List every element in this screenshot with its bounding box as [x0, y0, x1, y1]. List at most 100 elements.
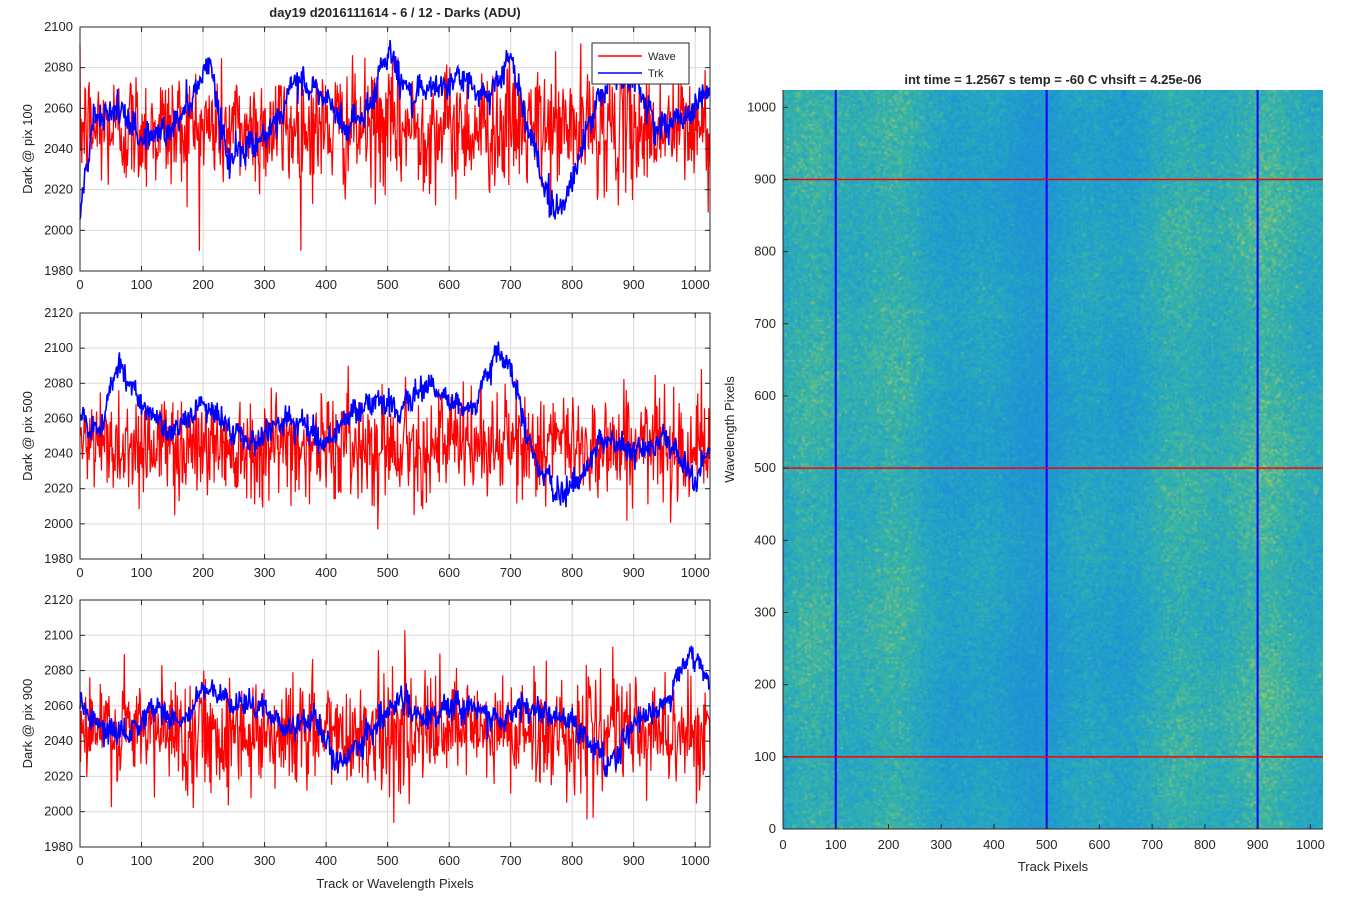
- x-tick-label: 1000: [681, 853, 710, 868]
- y-tick-label: 2000: [44, 222, 73, 237]
- x-tick-label: 700: [1141, 837, 1163, 852]
- y-tick-label: 1980: [44, 839, 73, 854]
- x-tick-label: 400: [315, 853, 337, 868]
- x-tick-label: 600: [438, 853, 460, 868]
- x-tick-label: 900: [1247, 837, 1269, 852]
- x-tick-label: 200: [192, 853, 214, 868]
- y-tick-label: 2060: [44, 410, 73, 425]
- x-tick-label: 900: [623, 853, 645, 868]
- figure-title: day19 d2016111614 - 6 / 12 - Darks (ADU): [269, 5, 520, 20]
- y-tick-label: 2080: [44, 663, 73, 678]
- y-axis-label: Dark @ pix 100: [20, 104, 35, 194]
- dark-image-heatmap: 0 100 200 300 400 500 600 700 800 900 1000 0 100 200 3…: [722, 72, 1325, 874]
- y-tick-label: 2060: [44, 100, 73, 115]
- y-tick-label: 600: [754, 388, 776, 403]
- x-tick-label: 500: [377, 277, 399, 292]
- y-tick-label: 2020: [44, 182, 73, 197]
- y-tick-label: 2080: [44, 375, 73, 390]
- x-tick-label: 700: [500, 277, 522, 292]
- x-tick-label: 0: [76, 277, 83, 292]
- x-tick-label: 500: [377, 853, 399, 868]
- x-tick-label: 500: [377, 565, 399, 580]
- y-tick-label: 1000: [747, 99, 776, 114]
- x-tick-label: 300: [930, 837, 952, 852]
- y-tick-label: 0: [769, 821, 776, 836]
- y-tick-label: 2000: [44, 516, 73, 531]
- y-axis-label: Dark @ pix 900: [20, 679, 35, 769]
- x-tick-label: 300: [254, 277, 276, 292]
- y-tick-label: 2120: [44, 592, 73, 607]
- x-tick-label: 100: [131, 277, 153, 292]
- series-line-trk: [79, 39, 711, 220]
- y-tick-label: 200: [754, 677, 776, 692]
- x-tick-label: 100: [131, 853, 153, 868]
- y-tick-label: 2060: [44, 698, 73, 713]
- x-tick-label: 1000: [681, 565, 710, 580]
- x-axis-label: Track Pixels: [1018, 859, 1089, 874]
- y-tick-label: 2000: [44, 804, 73, 819]
- x-tick-label: 300: [254, 853, 276, 868]
- y-tick-label: 400: [754, 532, 776, 547]
- x-tick-label: 1000: [1296, 837, 1325, 852]
- x-tick-label: 600: [438, 277, 460, 292]
- y-tick-label: 2120: [44, 305, 73, 320]
- y-tick-label: 900: [754, 171, 776, 186]
- x-tick-label: 600: [1089, 837, 1111, 852]
- x-tick-label: 200: [192, 277, 214, 292]
- x-tick-label: 600: [438, 565, 460, 580]
- x-tick-label: 100: [825, 837, 847, 852]
- plot-area: [80, 313, 710, 559]
- x-tick-label: 200: [878, 837, 900, 852]
- y-tick-label: 2100: [44, 19, 73, 34]
- y-tick-label: 2020: [44, 481, 73, 496]
- y-axis-label: Wavelength Pixels: [722, 376, 737, 483]
- axes-frame: [79, 599, 711, 848]
- x-tick-label: 100: [131, 565, 153, 580]
- y-tick-label: 100: [754, 749, 776, 764]
- y-tick-label: 2040: [44, 446, 73, 461]
- y-tick-label: 700: [754, 316, 776, 331]
- y-tick-label: 2100: [44, 340, 73, 355]
- x-tick-label: 700: [500, 565, 522, 580]
- y-tick-label: 300: [754, 604, 776, 619]
- y-tick-label: 2040: [44, 141, 73, 156]
- y-tick-label: 800: [754, 244, 776, 259]
- heatmap-title: int time = 1.2567 s temp = -60 C vhsift …: [904, 72, 1201, 87]
- heatmap-image: [783, 90, 1323, 829]
- legend-label-trk: Trk: [648, 68, 664, 80]
- x-tick-label: 0: [779, 837, 786, 852]
- dark-pix-900-plot: 0 100 200 300 400 500 600 700 800 900 1000 1980 2000…: [20, 592, 711, 891]
- legend-box: [591, 42, 690, 85]
- y-tick-label: 1980: [44, 263, 73, 278]
- y-tick-label: 2040: [44, 733, 73, 748]
- y-tick-label: 1980: [44, 551, 73, 566]
- series-line-trk: [79, 341, 711, 508]
- y-tick-label: 2080: [44, 60, 73, 75]
- y-tick-label: 2020: [44, 768, 73, 783]
- legend-label-wave: Wave: [648, 51, 676, 63]
- x-tick-label: 0: [76, 853, 83, 868]
- x-tick-label: 300: [254, 565, 276, 580]
- x-tick-label: 800: [561, 277, 583, 292]
- dark-pix-100-plot: 0 100 200 300 400 500 600 700 800 900 1000 1980 2000…: [20, 19, 711, 292]
- x-tick-label: 400: [983, 837, 1005, 852]
- x-tick-label: 0: [76, 565, 83, 580]
- y-axis-label: Dark @ pix 500: [20, 391, 35, 481]
- series-line-wave: [79, 365, 711, 530]
- y-tick-label: 2100: [44, 627, 73, 642]
- x-tick-label: 700: [500, 853, 522, 868]
- x-tick-label: 1000: [681, 277, 710, 292]
- x-tick-label: 900: [623, 565, 645, 580]
- x-tick-label: 800: [561, 565, 583, 580]
- x-tick-label: 900: [623, 277, 645, 292]
- dark-pix-500-plot: 0 100 200 300 400 500 600 700 800 900 1000 1980 2000…: [20, 305, 711, 580]
- x-tick-label: 400: [315, 565, 337, 580]
- x-tick-label: 400: [315, 277, 337, 292]
- series-line-wave: [79, 43, 711, 251]
- x-axis-label: Track or Wavelength Pixels: [316, 876, 474, 891]
- x-tick-label: 200: [192, 565, 214, 580]
- x-tick-label: 500: [1036, 837, 1058, 852]
- legend: Wave Trk: [591, 42, 690, 85]
- x-tick-label: 800: [561, 853, 583, 868]
